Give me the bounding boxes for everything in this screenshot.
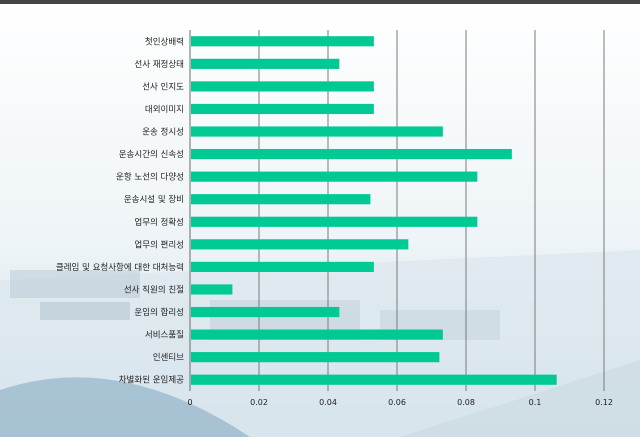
bar — [191, 58, 340, 69]
category-label: 차별화된 운임제공 — [119, 375, 184, 386]
bar — [191, 81, 374, 92]
category-label: 서비스품질 — [145, 330, 184, 341]
category-label: 업무의 편리성 — [134, 239, 184, 250]
x-tick-labels: 0 0.02 0.04 0.06 0.08 0.1 0.12 — [187, 398, 612, 407]
x-tick-label: 0 — [187, 398, 192, 407]
category-label: 선사 직원의 친절 — [124, 284, 184, 295]
bar — [191, 171, 478, 182]
bar — [191, 306, 340, 318]
x-tick-label: 0.1 — [529, 398, 542, 407]
bar — [191, 194, 371, 205]
category-label: 대외이미지 — [145, 104, 184, 115]
x-tick-label: 0.06 — [388, 398, 406, 407]
category-label: 인센티브 — [153, 352, 184, 363]
category-label: 운송시설 및 장비 — [124, 194, 184, 205]
bar — [191, 329, 443, 340]
category-label: 첫인상배력 — [145, 36, 184, 47]
category-label: 운항 노선의 다양성 — [116, 172, 184, 183]
bar — [191, 149, 512, 160]
category-label: 운송 정시성 — [142, 127, 184, 138]
category-label: 선사 인지도 — [142, 81, 184, 92]
category-label: 선사 재정상태 — [134, 59, 184, 70]
bar — [191, 216, 478, 227]
bars — [191, 36, 557, 385]
window-top-border — [0, 0, 640, 4]
background-harbor-photo — [0, 250, 640, 437]
x-tick-label: 0.08 — [457, 398, 475, 407]
x-tick-label: 0.12 — [595, 398, 613, 407]
category-label: 업무의 정확성 — [134, 217, 184, 228]
bar — [191, 374, 557, 385]
category-label: 운송시간의 신속성 — [119, 149, 184, 160]
bar — [191, 284, 233, 295]
bar — [191, 239, 409, 250]
category-label: 클레임 및 요청사항에 대한 대처능력 — [56, 262, 184, 273]
bar — [191, 261, 374, 272]
bar — [191, 36, 374, 47]
x-tick-label: 0.04 — [319, 398, 337, 407]
x-tick-label: 0.02 — [250, 398, 268, 407]
bar — [191, 103, 374, 115]
category-label: 운임의 합리성 — [134, 307, 184, 318]
bar — [191, 352, 440, 363]
bar — [191, 126, 443, 137]
